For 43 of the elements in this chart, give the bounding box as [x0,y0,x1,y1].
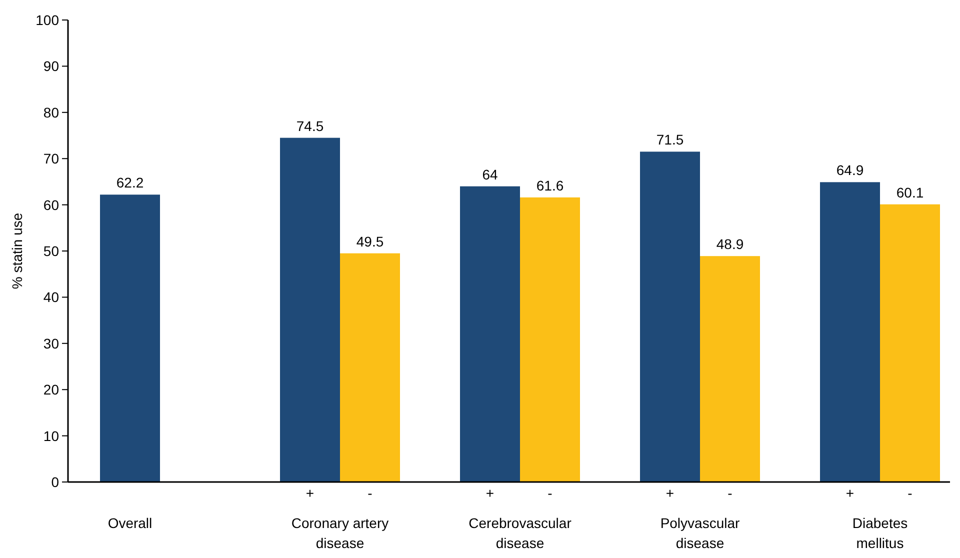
text: - [908,485,912,501]
y-tick-label: 50 [43,243,60,259]
bar [280,138,340,482]
data-label: 61.6 [536,177,564,194]
y-tick-label: 0 [51,474,60,490]
y-tick-label: 40 [43,289,60,306]
bar [340,253,400,482]
text: + [486,485,494,501]
x-tick-label: Polyvascular disease [660,515,740,551]
y-tick-label: 30 [43,335,60,352]
data-label: 64.9 [836,162,864,178]
x-tick-label: Overall [108,515,152,531]
data-label: 48.9 [716,236,744,252]
bar [880,204,940,482]
y-tick-label: 10 [43,428,60,444]
data-label: 74.5 [296,118,324,134]
y-tick-label: 80 [43,104,60,120]
bar [640,152,700,482]
data-label: 64 [482,166,498,182]
series-label: + [306,485,314,501]
y-tick-label: 20 [43,382,60,398]
x-tick-label: Diabetes mellitus [852,515,908,551]
text: + [666,485,674,501]
x-tick-label: Coronary artery disease [291,515,389,551]
data-label: 71.5 [656,132,684,148]
series-label: - [368,485,373,501]
data-label: 62.2 [116,174,144,191]
bar [700,256,760,482]
y-tick-label: 100 [36,12,60,28]
y-tick-label: 60 [43,196,60,213]
bar [460,186,520,482]
bar [820,182,880,482]
text: - [548,485,552,501]
data-label: 49.5 [356,233,384,250]
y-tick-label: 90 [43,58,60,74]
x-tick-label: Cerebrovascular disease [468,515,572,551]
y-tick-label: 70 [43,150,60,167]
data-label: 60.1 [896,184,924,200]
text: + [846,485,854,501]
bar [100,194,160,482]
bar [520,197,580,482]
text: - [728,485,732,501]
y-axis-title: % statin use [9,212,25,290]
